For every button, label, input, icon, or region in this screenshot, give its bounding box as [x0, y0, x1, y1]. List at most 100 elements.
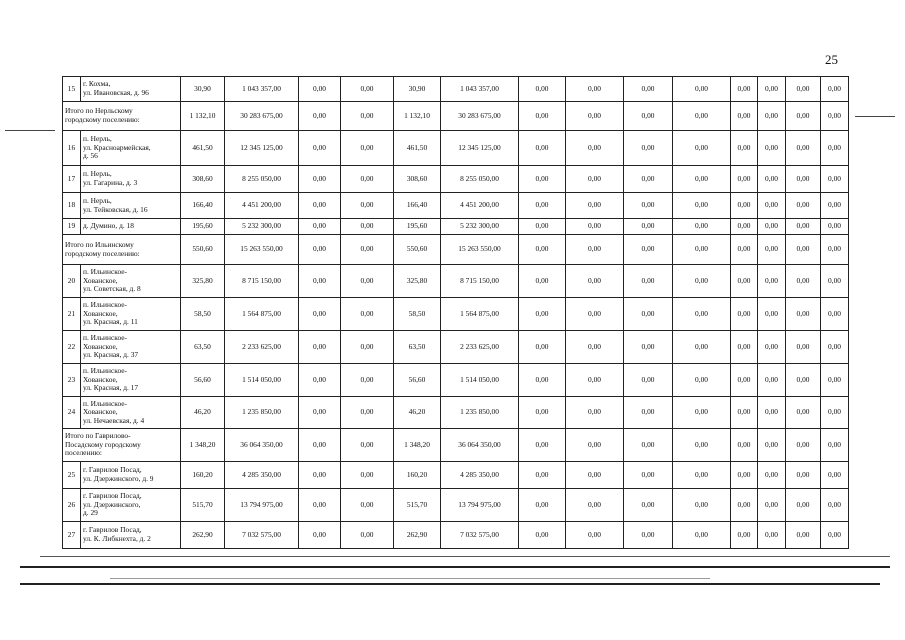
- value-cell: 12 345 125,00: [224, 130, 299, 166]
- value-cell: 0,00: [757, 218, 786, 235]
- value-cell: 8 255 050,00: [224, 165, 299, 193]
- value-cell: 30 283 675,00: [224, 101, 299, 131]
- value-cell: 1 348,20: [180, 428, 225, 462]
- value-cell: 1 132,10: [393, 101, 441, 131]
- value-cell: 8 715 150,00: [440, 264, 519, 298]
- value-cell: 0,00: [785, 330, 821, 364]
- address-line: г. Гаврилов Посад,: [83, 491, 142, 501]
- row-number: 19: [62, 218, 81, 235]
- value-cell: 0,00: [730, 264, 758, 298]
- value-cell: 0,00: [785, 165, 821, 193]
- value-cell: 1 564 875,00: [440, 297, 519, 331]
- value-cell: 0,00: [785, 461, 821, 489]
- value-cell: 46,20: [180, 396, 225, 429]
- value-cell: 0,00: [672, 76, 731, 102]
- value-cell: 0,00: [298, 297, 341, 331]
- value-cell: 1 043 357,00: [224, 76, 299, 102]
- value-cell: 0,00: [730, 101, 758, 131]
- value-cell: 0,00: [518, 218, 566, 235]
- address-line: п. Нерль,: [83, 195, 112, 205]
- value-cell: 0,00: [757, 297, 786, 331]
- value-cell: 0,00: [730, 130, 758, 166]
- address-cell: п. Нерль, ул. Гагарина, д. 3: [80, 165, 181, 193]
- value-cell: 515,70: [393, 488, 441, 522]
- address-cell: п. Нерль, ул. Красноармейская, д. 56: [80, 130, 181, 166]
- value-cell: 0,00: [298, 130, 341, 166]
- value-cell: 0,00: [623, 521, 673, 549]
- value-cell: 0,00: [820, 330, 849, 364]
- value-cell: 308,60: [180, 165, 225, 193]
- value-cell: 58,50: [180, 297, 225, 331]
- value-cell: 1 132,10: [180, 101, 225, 131]
- value-cell: 0,00: [672, 396, 731, 429]
- value-cell: 4 451 200,00: [440, 192, 519, 219]
- total-label-line: поселению:: [65, 448, 102, 458]
- value-cell: 0,00: [623, 396, 673, 429]
- value-cell: 0,00: [757, 521, 786, 549]
- value-cell: 0,00: [518, 363, 566, 397]
- address-line: ул. Тейковская, д. 16: [83, 204, 148, 214]
- value-cell: 0,00: [298, 521, 341, 549]
- value-cell: 0,00: [757, 76, 786, 102]
- address-line: г. Гаврилов Посад,: [83, 525, 142, 535]
- value-cell: 0,00: [298, 396, 341, 429]
- value-cell: 0,00: [565, 192, 624, 219]
- address-line: Хованское,: [83, 308, 118, 318]
- value-cell: 0,00: [518, 165, 566, 193]
- value-cell: 0,00: [623, 330, 673, 364]
- total-label: Итого по Ильинскому городскому поселению:: [62, 234, 181, 265]
- value-cell: 0,00: [565, 130, 624, 166]
- value-cell: 0,00: [565, 521, 624, 549]
- address-line: ул. Красная, д. 37: [83, 350, 139, 360]
- table-row: 20 п. Ильинское- Хованское, ул. Советская, …: [62, 264, 849, 298]
- value-cell: 5 232 300,00: [440, 218, 519, 235]
- value-cell: 0,00: [730, 488, 758, 522]
- address-cell: г. Гаврилов Посад, ул. Дзержинского, д. 29: [80, 488, 181, 522]
- value-cell: 4 285 350,00: [224, 461, 299, 489]
- value-cell: 0,00: [518, 264, 566, 298]
- total-row: Итого по Гаврилово- Посадскому городскому…: [62, 428, 849, 462]
- address-line: п. Ильинское-: [83, 333, 127, 343]
- table-row: 21 п. Ильинское- Хованское, ул. Красная, д.…: [62, 297, 849, 331]
- address-line: п. Нерль,: [83, 134, 112, 144]
- total-label-line: Посадскому городскому: [65, 439, 141, 449]
- value-cell: 0,00: [340, 461, 394, 489]
- row-number: 22: [62, 330, 81, 364]
- address-line: д. 29: [83, 508, 98, 518]
- value-cell: 0,00: [340, 363, 394, 397]
- table-row: 26 г. Гаврилов Посад, ул. Дзержинского, д. …: [62, 488, 849, 522]
- value-cell: 0,00: [565, 76, 624, 102]
- value-cell: 0,00: [785, 264, 821, 298]
- value-cell: 4 451 200,00: [224, 192, 299, 219]
- value-cell: 0,00: [730, 192, 758, 219]
- value-cell: 0,00: [298, 101, 341, 131]
- table-row: 27 г. Гаврилов Посад, ул. К. Либкнехта, д.…: [62, 521, 849, 549]
- value-cell: 325,80: [180, 264, 225, 298]
- value-cell: 5 232 300,00: [224, 218, 299, 235]
- value-cell: 0,00: [565, 363, 624, 397]
- value-cell: 160,20: [393, 461, 441, 489]
- value-cell: 0,00: [565, 396, 624, 429]
- value-cell: 0,00: [623, 488, 673, 522]
- value-cell: 13 794 975,00: [440, 488, 519, 522]
- value-cell: 0,00: [565, 428, 624, 462]
- value-cell: 0,00: [820, 488, 849, 522]
- table-row: 15 г. Кохма, ул. Ивановская, д. 96 30,90 1 0…: [62, 76, 849, 102]
- address-line: ул. Красная, д. 11: [83, 317, 138, 327]
- address-line: Хованское,: [83, 374, 118, 384]
- value-cell: 0,00: [757, 461, 786, 489]
- value-cell: 0,00: [623, 428, 673, 462]
- page-number: 25: [825, 52, 838, 67]
- value-cell: 461,50: [180, 130, 225, 166]
- value-cell: 0,00: [785, 396, 821, 429]
- value-cell: 30,90: [393, 76, 441, 102]
- table-row: 19 д. Думино, д. 18 195,60 5 232 300,00 0,00…: [62, 218, 849, 235]
- value-cell: 308,60: [393, 165, 441, 193]
- value-cell: 0,00: [340, 396, 394, 429]
- value-cell: 0,00: [298, 192, 341, 219]
- row-number: 18: [62, 192, 81, 219]
- value-cell: 0,00: [730, 218, 758, 235]
- value-cell: 0,00: [518, 488, 566, 522]
- value-cell: 0,00: [565, 101, 624, 131]
- value-cell: 0,00: [785, 297, 821, 331]
